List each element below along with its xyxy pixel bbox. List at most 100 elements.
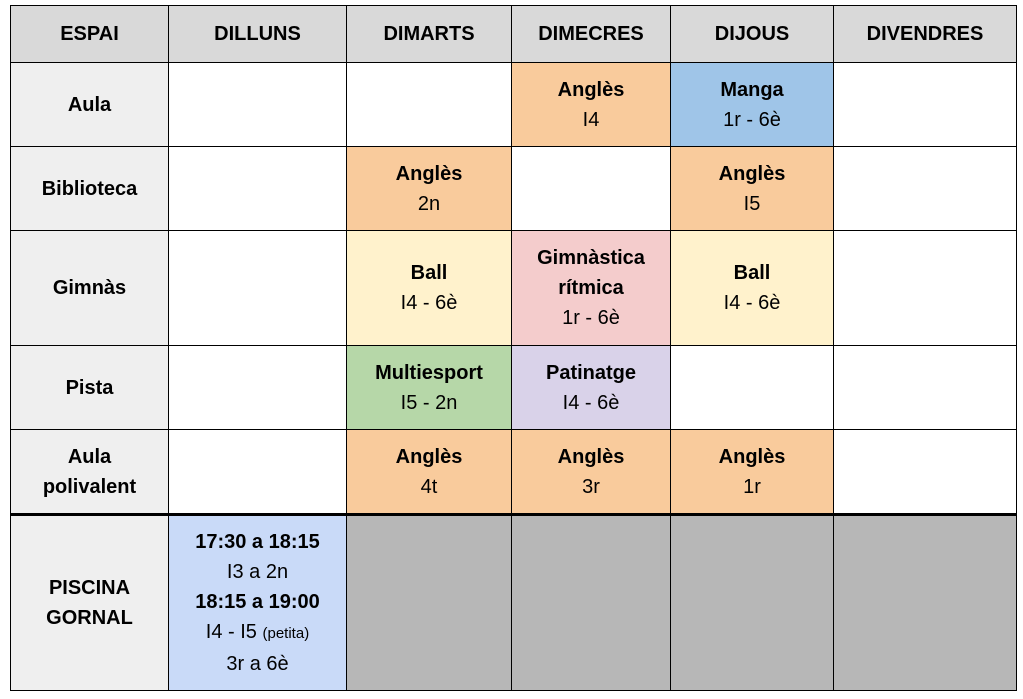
activity-detail: I4 - I5 (petita): [173, 617, 342, 649]
activity-detail: 3r a 6è: [173, 649, 342, 679]
line-text: I5 - 2n: [400, 391, 458, 414]
table-row: PISCINA GORNAL 17:30 a 18:15 I3 a 2n 18:15 a…: [10, 513, 1017, 691]
line-text: I5: [743, 192, 761, 215]
line-text: Anglès: [718, 445, 786, 468]
activity-title: Multiesport: [351, 358, 507, 388]
space-label-line: Gimnàs: [52, 277, 127, 299]
activity-detail: I4 - 6è: [675, 288, 829, 318]
column-header-dimecres: DIMECRES: [511, 5, 671, 63]
line-text: 1r: [743, 475, 761, 498]
activity-title: Manga: [675, 75, 829, 105]
activity-cell: Anglès 3r: [511, 429, 671, 515]
space-label: Aula: [10, 62, 169, 147]
line-text: 17:30 a 18:15: [195, 531, 320, 553]
empty-cell: [511, 513, 671, 691]
activity-cell: Anglès I4: [511, 62, 671, 147]
activity-title: Anglès: [351, 442, 507, 472]
activity-title: rítmica: [516, 273, 666, 303]
space-label-line: polivalent: [42, 475, 137, 498]
line-text: 4t: [420, 475, 438, 498]
table-row: Gimnàs Ball I4 - 6è Gimnàstica rítmica 1r - 6…: [10, 230, 1017, 346]
line-text: 3r: [582, 475, 600, 498]
line-text: Patinatge: [545, 361, 637, 384]
space-label: Gimnàs: [10, 230, 169, 346]
line-text: Anglès: [718, 162, 786, 185]
line-text: Anglès: [395, 162, 463, 185]
activity-title: Ball: [351, 258, 507, 288]
activity-title: Gimnàstica: [516, 243, 666, 273]
activity-detail: 3r: [516, 472, 666, 502]
line-text: Anglès: [557, 78, 625, 101]
activity-title: Anglès: [675, 442, 829, 472]
activity-detail: I4 - 6è: [351, 288, 507, 318]
activity-cell: Ball I4 - 6è: [346, 230, 512, 346]
empty-cell: [833, 146, 1017, 231]
line-text: Ball: [733, 262, 771, 284]
table-row: Aula polivalent Anglès 4t Anglès 3r Anglès 1r: [10, 429, 1017, 515]
activity-cell: 17:30 a 18:15 I3 a 2n 18:15 a 19:00 I4 - I5…: [168, 513, 347, 691]
line-text: I4 - I5: [205, 621, 257, 643]
activity-detail: I5: [675, 189, 829, 219]
line-text: I4: [582, 108, 600, 131]
activity-detail: 4t: [351, 472, 507, 502]
activity-detail: I4 - 6è: [516, 388, 666, 418]
activity-title: 18:15 a 19:00: [173, 587, 342, 617]
space-label: Pista: [10, 345, 169, 430]
activity-title: Anglès: [351, 159, 507, 189]
activity-cell: Anglès 1r: [670, 429, 834, 515]
space-label-line: Pista: [65, 376, 114, 399]
space-label-line: Biblioteca: [41, 177, 138, 200]
line-text: 3r a 6è: [226, 653, 289, 675]
space-label-line: Aula: [67, 93, 112, 116]
empty-cell: [833, 345, 1017, 430]
activity-title: 17:30 a 18:15: [173, 527, 342, 557]
empty-cell: [168, 62, 347, 147]
space-label: Aula polivalent: [10, 429, 169, 515]
line-text: 18:15 a 19:00: [195, 591, 320, 613]
empty-cell: [511, 146, 671, 231]
activity-detail: 1r - 6è: [516, 303, 666, 333]
activity-detail: I3 a 2n: [173, 557, 342, 587]
empty-cell: [346, 62, 512, 147]
activity-detail: 1r - 6è: [675, 105, 829, 135]
line-text: Anglès: [395, 445, 463, 468]
activity-title: Ball: [675, 258, 829, 288]
line-text: Multiesport: [375, 361, 483, 384]
empty-cell: [670, 345, 834, 430]
line-text: 1r - 6è: [562, 307, 620, 329]
empty-cell: [833, 513, 1017, 691]
table-row: Pista Multiesport I5 - 2n Patinatge I4 - 6è: [10, 345, 1017, 430]
activity-cell: Multiesport I5 - 2n: [346, 345, 512, 430]
line-text: I4 - 6è: [723, 292, 781, 314]
space-label-line: PISCINA: [48, 577, 131, 599]
line-text: I3 a 2n: [226, 561, 289, 583]
note-text: (petita): [262, 625, 310, 642]
empty-cell: [833, 62, 1017, 147]
activity-cell: Gimnàstica rítmica 1r - 6è: [511, 230, 671, 346]
empty-cell: [168, 230, 347, 346]
line-text: Gimnàstica: [537, 247, 645, 269]
line-text: 2n: [417, 192, 441, 215]
activity-title: Anglès: [675, 159, 829, 189]
column-header-dilluns: DILLUNS: [168, 5, 347, 63]
space-label-line: GORNAL: [46, 607, 133, 629]
line-text: 1r - 6è: [723, 108, 781, 131]
line-text: rítmica: [558, 277, 624, 299]
activity-detail: 2n: [351, 189, 507, 219]
line-text: I4 - 6è: [562, 391, 620, 414]
column-header-divendres: DIVENDRES: [833, 5, 1017, 63]
empty-cell: [168, 429, 347, 515]
activity-cell: Ball I4 - 6è: [670, 230, 834, 346]
table-row: Biblioteca Anglès 2n Anglès I5: [10, 146, 1017, 231]
line-text: Anglès: [557, 445, 625, 468]
header-row: ESPAI DILLUNS DIMARTS DIMECRES DIJOUS DIVENDR…: [10, 5, 1017, 63]
space-label: PISCINA GORNAL: [10, 513, 169, 691]
activity-cell: Patinatge I4 - 6è: [511, 345, 671, 430]
activity-cell: Anglès I5: [670, 146, 834, 231]
schedule-table: ESPAI DILLUNS DIMARTS DIMECRES DIJOUS DIVENDR…: [10, 5, 1017, 691]
activity-cell: Anglès 4t: [346, 429, 512, 515]
activity-cell: Anglès 2n: [346, 146, 512, 231]
column-header-espai: ESPAI: [10, 5, 169, 63]
activity-detail: 1r: [675, 472, 829, 502]
empty-cell: [833, 429, 1017, 515]
